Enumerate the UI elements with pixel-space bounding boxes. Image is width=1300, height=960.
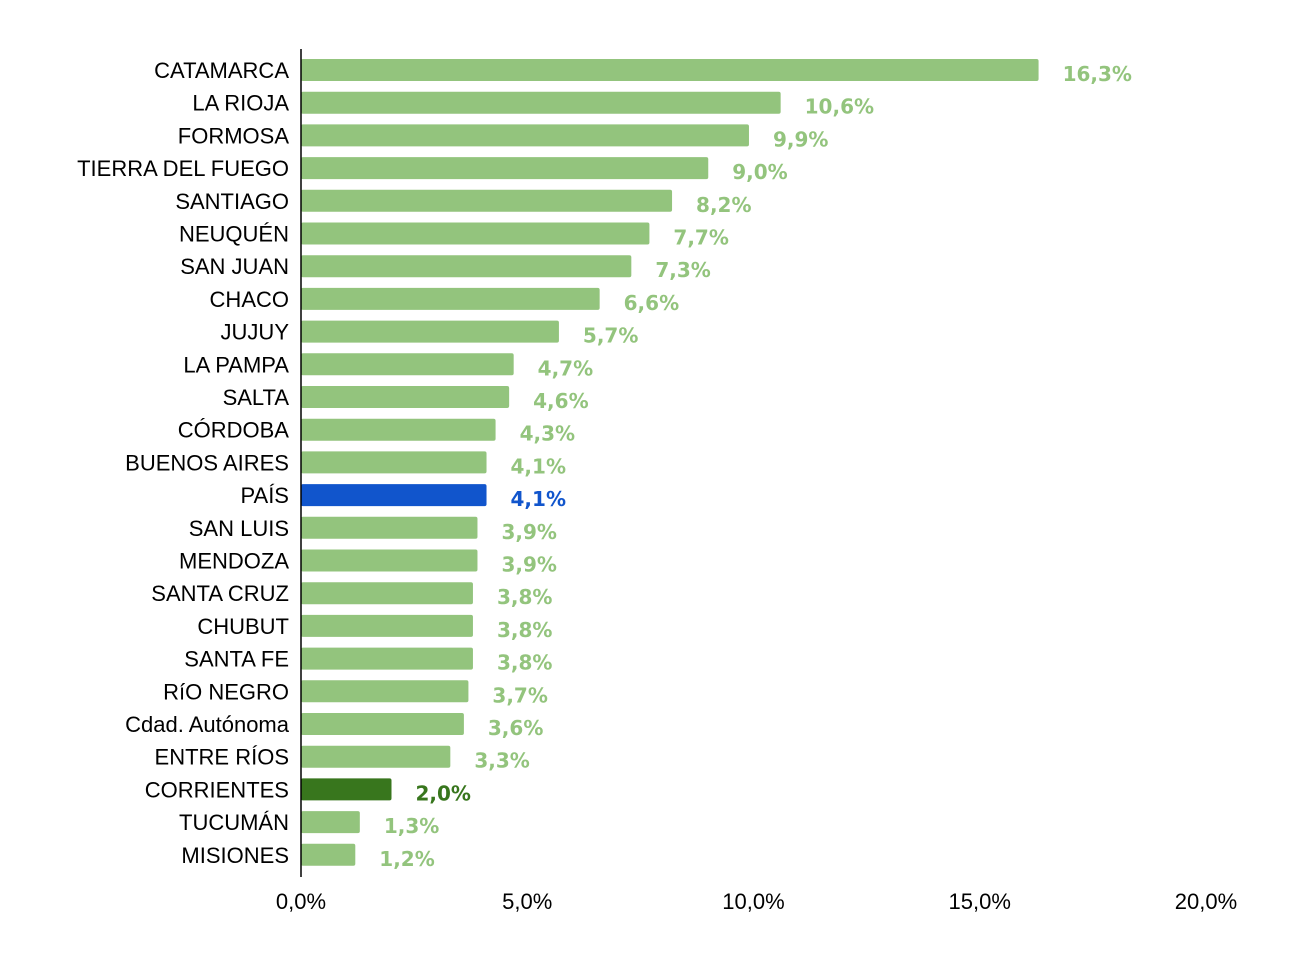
value-label-catamarca: 16,3% (1063, 62, 1132, 86)
bar-santa-fe (301, 647, 473, 670)
category-label-cordoba: CÓRDOBA (178, 418, 290, 443)
bar-tierra-del-fuego (301, 157, 709, 180)
value-label-formosa: 9,9% (773, 127, 828, 151)
bar-la-pampa (301, 353, 514, 376)
category-label-neuquen: NEUQUÉN (179, 222, 289, 247)
bar-salta (301, 386, 510, 408)
category-label-santiago: SANTIAGO (175, 189, 289, 214)
category-label-misiones: MISIONES (181, 843, 289, 868)
x-tick-label: 0,0% (276, 889, 326, 914)
category-label-chaco: CHACO (210, 287, 289, 312)
value-label-corrientes: 2,0% (416, 781, 471, 805)
category-label-corrientes: CORRIENTES (145, 777, 289, 802)
bar-chubut (301, 614, 473, 637)
bar-cordoba (301, 418, 496, 441)
value-label-pais: 4,1% (511, 487, 566, 511)
bar-misiones (301, 843, 356, 866)
category-label-pais: PAÍS (240, 483, 289, 508)
value-label-cordoba: 4,3% (520, 422, 575, 446)
category-label-formosa: FORMOSA (178, 123, 290, 148)
x-tick-label: 15,0% (949, 889, 1011, 914)
bar-formosa (301, 124, 749, 147)
category-label-san-juan: SAN JUAN (180, 254, 289, 279)
category-label-chubut: CHUBUT (197, 614, 289, 639)
value-label-buenos-aires: 4,1% (511, 454, 566, 478)
category-label-jujuy: JUJUY (221, 320, 290, 345)
value-label-neuquen: 7,7% (673, 226, 728, 250)
value-labels: 16,3% 10,6% 9,9% 9,0% 8,2% 7,7% 7,3% 6,6% 5,7% 4,… (379, 62, 1132, 871)
bar-san-luis (301, 516, 478, 539)
value-label-entre-rios: 3,3% (474, 749, 529, 773)
value-label-chaco: 6,6% (624, 291, 679, 315)
bar-pais (301, 484, 487, 507)
value-label-misiones: 1,2% (379, 847, 434, 871)
bar-la-rioja (301, 91, 781, 114)
category-label-mendoza: MENDOZA (179, 549, 289, 574)
bar-santiago (301, 189, 673, 212)
bar-buenos-aires (301, 451, 487, 474)
x-axis-ticks: 0,0% 5,0% 10,0% 15,0% 20,0% (276, 889, 1237, 914)
category-label-salta: SALTA (223, 385, 290, 410)
bar-santa-cruz (301, 582, 473, 605)
category-label-santa-cruz: SANTA CRUZ (151, 581, 289, 606)
value-label-santa-fe: 3,8% (497, 651, 552, 675)
bar-jujuy (301, 320, 559, 343)
value-label-santiago: 8,2% (696, 193, 751, 217)
value-label-rio-negro: 3,7% (492, 683, 547, 707)
value-label-cdad-autonoma: 3,6% (488, 716, 543, 740)
value-label-chubut: 3,8% (497, 618, 552, 642)
bar-mendoza (301, 549, 478, 572)
category-label-entre-rios: ENTRE RÍOS (155, 745, 289, 770)
value-label-la-pampa: 4,7% (538, 356, 593, 380)
value-label-san-juan: 7,3% (655, 258, 710, 282)
category-label-cdad-autonoma: Cdad. Autónoma (125, 712, 290, 737)
value-label-salta: 4,6% (533, 389, 588, 413)
bars-layer (301, 59, 1039, 866)
bar-chaco (301, 287, 600, 310)
x-tick-label: 20,0% (1175, 889, 1237, 914)
value-label-tucuman: 1,3% (384, 814, 439, 838)
value-label-la-rioja: 10,6% (805, 95, 874, 119)
category-label-la-pampa: LA PAMPA (183, 352, 289, 377)
bar-tucuman (301, 811, 360, 834)
category-label-buenos-aires: BUENOS AIRES (125, 450, 289, 475)
value-label-santa-cruz: 3,8% (497, 585, 552, 609)
x-tick-label: 10,0% (722, 889, 784, 914)
bar-san-juan (301, 255, 632, 278)
x-tick-label: 5,0% (502, 889, 552, 914)
bar-catamarca (301, 59, 1039, 81)
category-label-catamarca: CATAMARCA (154, 58, 289, 83)
category-label-san-luis: SAN LUIS (189, 516, 289, 541)
category-label-tucuman: TUCUMÁN (179, 810, 289, 835)
value-label-tierra-del-fuego: 9,0% (732, 160, 787, 184)
category-label-la-rioja: LA RIOJA (192, 91, 289, 116)
category-label-tierra-del-fuego: TIERRA DEL FUEGO (77, 156, 289, 181)
bar-entre-rios (301, 745, 451, 768)
bar-neuquen (301, 222, 650, 245)
bar-rio-negro (301, 680, 469, 703)
category-label-santa-fe: SANTA FE (184, 647, 289, 672)
category-label-rio-negro: RíO NEGRO (163, 679, 289, 704)
bar-corrientes (301, 778, 392, 801)
value-label-jujuy: 5,7% (583, 324, 638, 348)
value-label-mendoza: 3,9% (501, 553, 556, 577)
category-labels: CATAMARCA LA RIOJA FORMOSA TIERRA DEL FUEGO… (77, 58, 290, 868)
value-label-san-luis: 3,9% (501, 520, 556, 544)
bar-cdad-autonoma (301, 713, 464, 735)
